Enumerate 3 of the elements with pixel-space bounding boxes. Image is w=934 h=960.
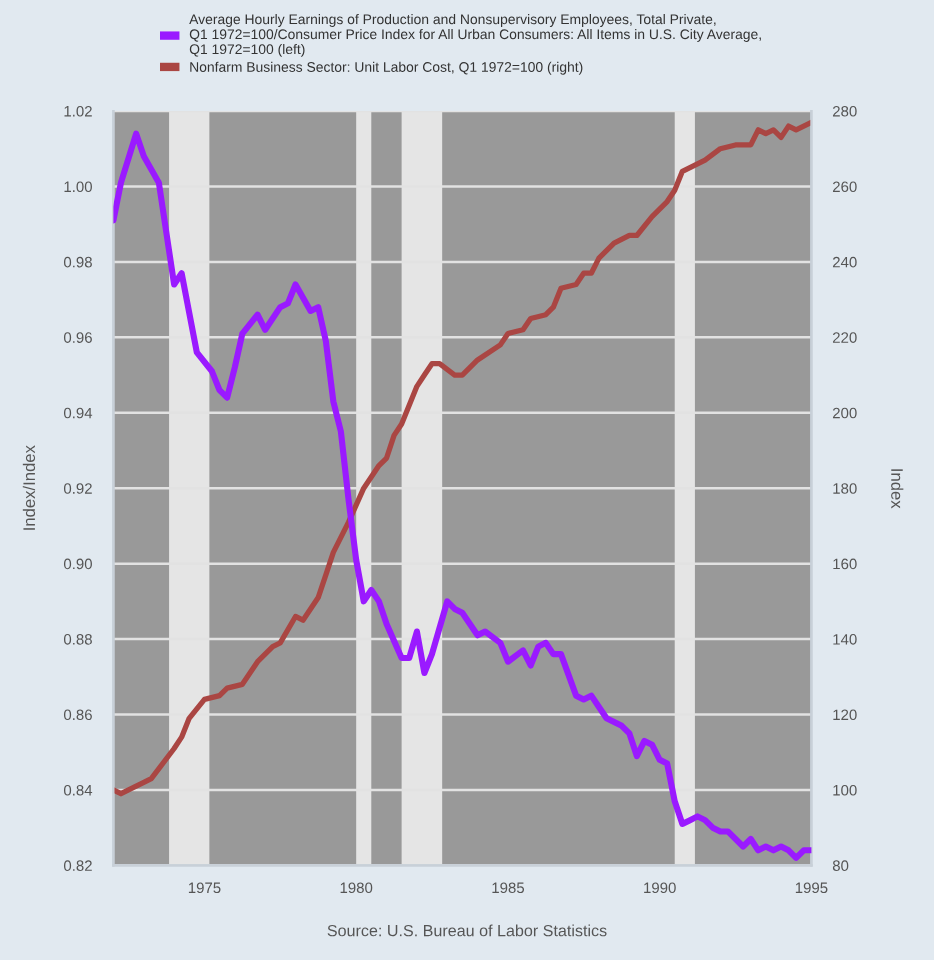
y2-axis-title: Index — [891, 469, 904, 509]
y-axis-title: Index/Index — [22, 445, 36, 530]
source-note: Source: U.S. Bureau of Labor Statistics — [327, 924, 607, 937]
